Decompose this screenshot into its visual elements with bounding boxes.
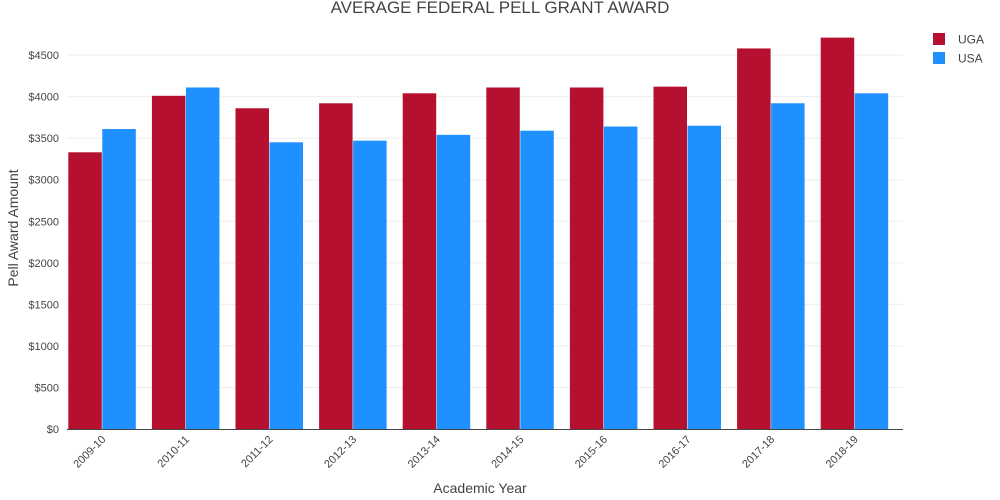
x-tick-label: 2010-11 xyxy=(156,434,192,470)
y-tick-label: $1500 xyxy=(28,299,59,311)
y-tick-label: $2000 xyxy=(28,258,59,270)
bar-uga-2017-18[interactable] xyxy=(737,48,771,429)
bar-uga-2014-15[interactable] xyxy=(486,87,520,430)
bar-usa-2014-15[interactable] xyxy=(520,130,554,430)
bar-usa-2015-16[interactable] xyxy=(603,126,638,429)
y-axis-title: Pell Award Amount xyxy=(5,169,21,286)
y-tick-label: $500 xyxy=(35,382,59,394)
bar-usa-2012-13[interactable] xyxy=(353,140,387,430)
bar-uga-2015-16[interactable] xyxy=(569,87,604,430)
legend-label-uga[interactable]: UGA xyxy=(958,33,984,47)
bar-uga-2013-14[interactable] xyxy=(402,93,437,430)
legend-label-usa[interactable]: USA xyxy=(958,52,983,66)
bar-usa-2011-12[interactable] xyxy=(269,142,304,429)
x-tick-label: 2011-12 xyxy=(239,434,275,470)
y-axis-ticks: $0 $500 $1000 $1500 $2000 $2500 $3000 $3500 $400… xyxy=(28,50,59,436)
legend: UGA USA xyxy=(933,33,984,66)
x-tick-label: 2009-10 xyxy=(71,434,108,471)
y-tick-label: $1000 xyxy=(28,341,59,353)
chart-title: AVERAGE FEDERAL PELL GRANT AWARD xyxy=(331,0,670,17)
bar-uga-2018-19[interactable] xyxy=(820,37,855,429)
bars xyxy=(68,37,889,430)
y-tick-label: $4000 xyxy=(28,92,59,104)
bar-uga-2011-12[interactable] xyxy=(235,108,270,430)
y-tick-label: $3500 xyxy=(28,133,59,145)
bar-uga-2010-11[interactable] xyxy=(151,95,186,429)
x-axis-ticks: 2009-10 2010-11 2011-12 2012-13 2013-14 2014-… xyxy=(71,434,860,471)
x-tick-label: 2014-15 xyxy=(489,434,526,471)
x-tick-label: 2013-14 xyxy=(406,434,443,471)
legend-swatch-usa[interactable] xyxy=(933,52,945,64)
y-tick-label: $2500 xyxy=(28,216,59,228)
bar-usa-2016-17[interactable] xyxy=(687,125,722,430)
bar-uga-2012-13[interactable] xyxy=(319,103,353,429)
x-axis-title: Academic Year xyxy=(433,480,527,496)
bar-usa-2013-14[interactable] xyxy=(436,134,471,429)
bar-usa-2010-11[interactable] xyxy=(185,87,220,430)
bar-uga-2009-10[interactable] xyxy=(68,152,102,429)
y-tick-label: $4500 xyxy=(28,50,59,62)
bar-uga-2016-17[interactable] xyxy=(653,86,688,430)
x-tick-label: 2018-19 xyxy=(824,434,861,471)
x-tick-label: 2017-18 xyxy=(740,434,777,471)
y-tick-label: $3000 xyxy=(28,175,59,187)
bar-usa-2009-10[interactable] xyxy=(102,129,136,430)
x-tick-label: 2015-16 xyxy=(573,434,610,471)
legend-swatch-uga[interactable] xyxy=(933,33,945,45)
x-tick-label: 2016-17 xyxy=(657,434,694,471)
y-tick-label: $0 xyxy=(47,424,59,436)
bar-usa-2018-19[interactable] xyxy=(854,93,889,430)
x-tick-label: 2012-13 xyxy=(322,434,359,471)
bar-usa-2017-18[interactable] xyxy=(771,103,805,429)
